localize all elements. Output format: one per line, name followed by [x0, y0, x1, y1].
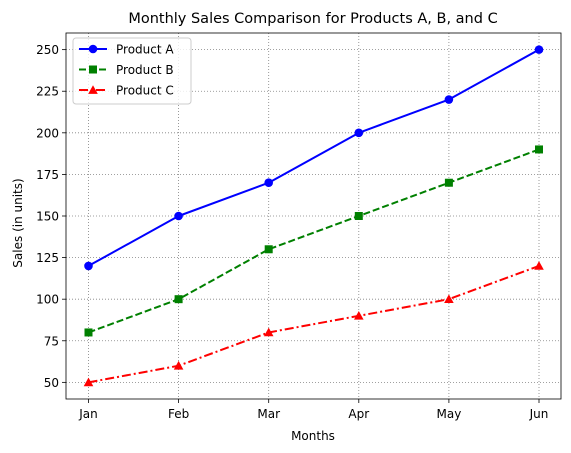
data-point	[444, 178, 453, 187]
y-tick-label: 225	[36, 85, 59, 99]
data-point	[535, 145, 543, 154]
y-tick-label: 125	[36, 251, 59, 265]
data-point	[263, 327, 274, 337]
x-tick-label: Apr	[348, 407, 369, 421]
y-axis: 50 75 100 125 150 175 200 225 250	[36, 43, 66, 390]
data-point	[354, 212, 363, 220]
x-tick-label: Jan	[78, 407, 98, 421]
legend-label: Product A	[116, 43, 174, 57]
legend-item: Product B	[79, 63, 174, 77]
x-tick-label: Feb	[168, 407, 189, 421]
x-axis: Jan Feb Mar Apr May Jun	[78, 399, 548, 421]
chart-title: Monthly Sales Comparison for Products A,…	[128, 11, 497, 27]
data-point	[444, 294, 454, 304]
legend-marker	[88, 85, 98, 94]
data-point	[354, 128, 364, 138]
y-axis-title: Sales (in units)	[11, 178, 25, 267]
y-tick-label: 75	[44, 334, 59, 348]
y-tick-label: 200	[36, 126, 59, 140]
data-point	[534, 45, 544, 54]
series-3	[83, 261, 544, 387]
data-point	[84, 261, 93, 271]
x-tick-label: Jun	[529, 407, 549, 421]
legend-box	[72, 37, 192, 105]
series-2	[84, 145, 543, 337]
series-1	[84, 45, 544, 271]
legend: Product A Product B Product C	[72, 37, 192, 105]
y-tick-label: 100	[36, 293, 59, 307]
y-tick-label: 50	[44, 376, 59, 390]
series-line	[88, 264, 540, 384]
data-point	[264, 245, 273, 254]
data-point	[264, 178, 274, 188]
data-point	[534, 261, 544, 270]
legend-marker	[89, 65, 97, 74]
y-tick-label: 250	[36, 43, 59, 57]
legend-marker	[88, 44, 98, 54]
data-point	[83, 377, 94, 387]
series-group	[83, 45, 544, 387]
data-point	[444, 95, 454, 104]
data-point	[354, 311, 364, 320]
legend-label: Product C	[116, 84, 174, 98]
data-point	[174, 211, 183, 221]
x-tick-label: Mar	[257, 407, 280, 421]
data-point	[173, 360, 184, 370]
legend-item: Product A	[79, 43, 174, 57]
legend-item: Product C	[79, 84, 174, 98]
data-point	[174, 295, 183, 304]
series-line	[88, 48, 540, 267]
legend-label: Product B	[116, 63, 174, 77]
y-tick-label: 150	[36, 210, 59, 224]
y-tick-label: 175	[36, 168, 59, 182]
series-line	[88, 148, 540, 334]
data-point	[84, 328, 93, 337]
x-tick-label: May	[436, 407, 461, 421]
x-axis-title: Months	[291, 429, 335, 443]
